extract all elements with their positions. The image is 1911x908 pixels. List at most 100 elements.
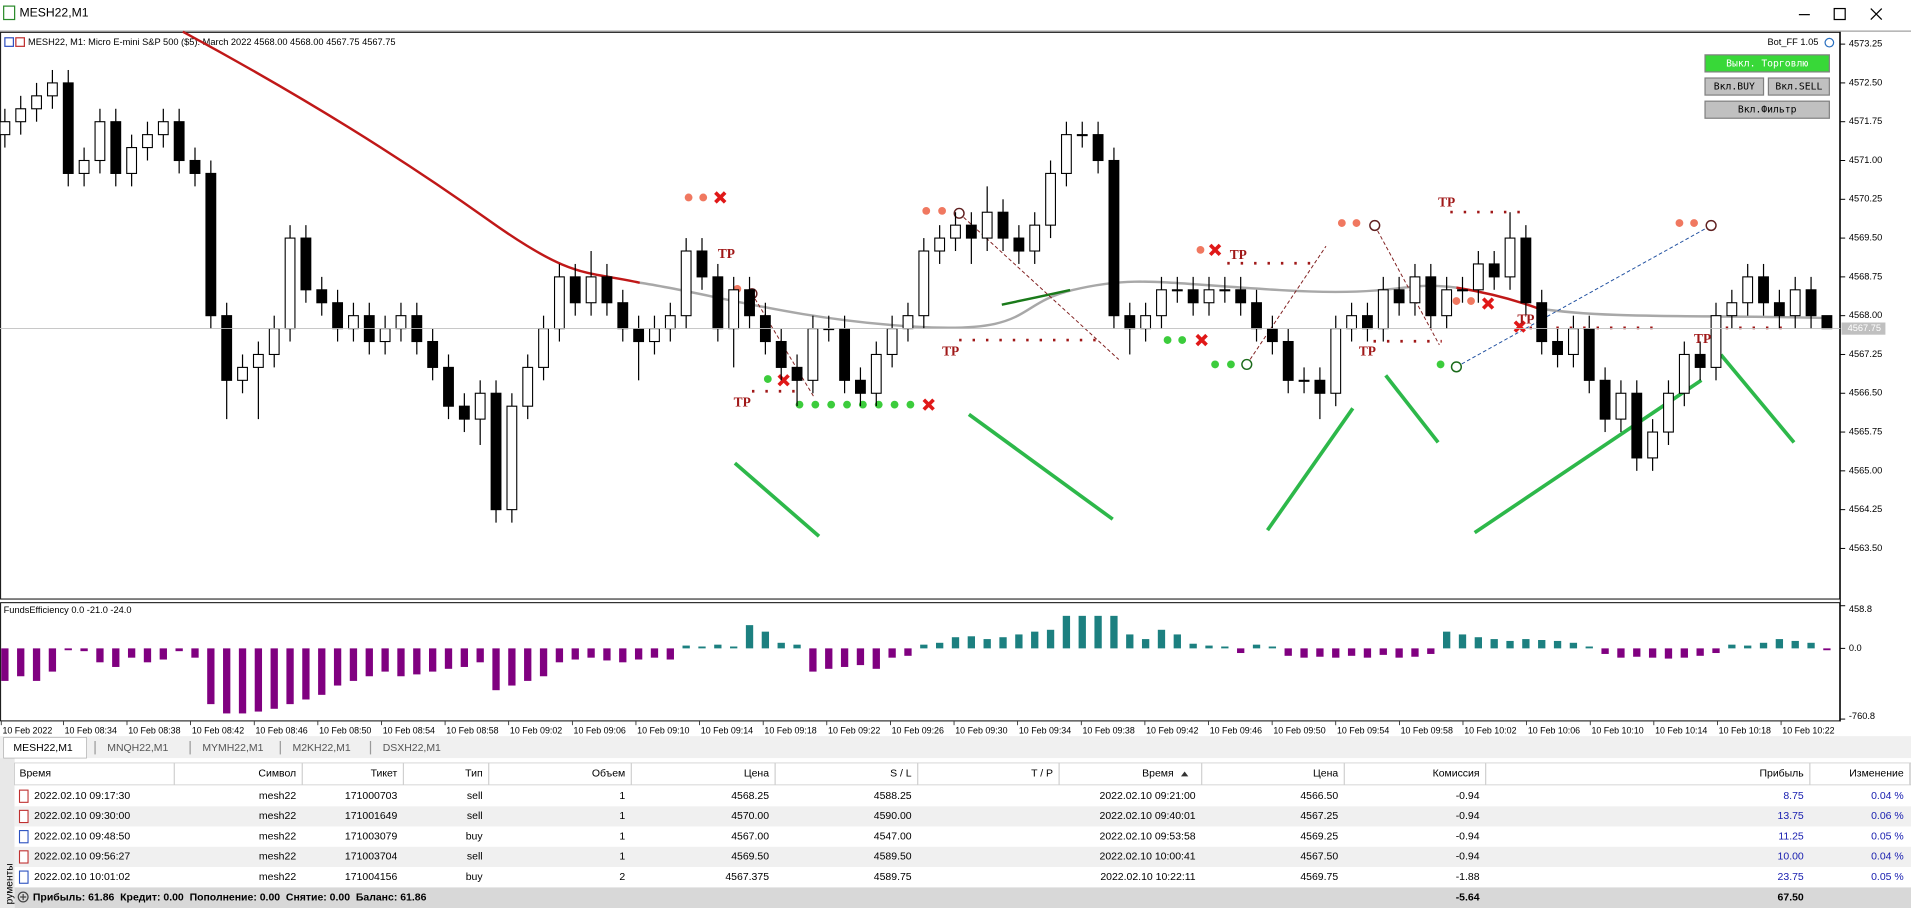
tab-active[interactable] [3,736,87,759]
tab[interactable]: MESH22,M1 [13,743,73,754]
table-cell: 1 [619,811,625,822]
histogram-bar [1300,648,1308,658]
column-header[interactable]: S / L [890,769,912,780]
histogram-bar [302,648,310,700]
table-row[interactable] [14,846,1911,868]
column-header[interactable]: Объем [592,768,625,780]
column-header[interactable]: T / P [1031,769,1053,780]
tab[interactable]: DSXH22,M1 [383,743,441,754]
table-cell: 23.75 [1778,872,1804,883]
histogram-bar [1728,644,1736,649]
trade-button-label[interactable]: Вкл.Фильтр [1738,105,1797,116]
candle-body [1583,328,1595,381]
histogram-bar [1474,637,1482,649]
histogram-bar [1744,645,1752,649]
table-row[interactable] [14,806,1911,827]
table-cell: 0.04 % [1871,852,1904,863]
close-button[interactable] [1870,8,1883,20]
table-cell: 171000703 [345,791,398,802]
trade-button-label[interactable]: Вкл.SELL [1775,82,1822,93]
table-cell: 8.75 [1783,791,1804,802]
trade-button[interactable] [1704,54,1830,73]
histogram-bar [761,631,770,649]
histogram-bar [1237,648,1245,654]
chart-header: MESH22, M1: Micro E-mini S&P 500 ($5): M… [28,37,395,47]
candle-body [62,82,74,174]
table-cell: 4570.00 [731,811,769,822]
table-cell: 2022.02.10 09:56:27 [34,852,130,863]
histogram-bar [444,648,453,669]
footer-summary: Прибыль: 61.86 Кредит: 0.00 Пополнение: … [33,891,427,903]
table-cell: mesh22 [259,872,296,883]
trade-button[interactable] [1767,77,1830,96]
expand-icon[interactable] [17,891,29,903]
histogram-bar [603,648,611,661]
histogram-bar [1775,639,1784,649]
histogram-bar [1680,648,1688,658]
entry-dots [684,193,1698,305]
table-cell: 2022.02.10 10:01:02 [34,872,130,883]
column-header[interactable]: Символ [258,769,296,780]
column-header[interactable]: Цена [1313,769,1338,780]
column-header[interactable]: Цена [744,769,769,780]
candle-body [1266,328,1278,343]
candle-body [94,121,106,162]
trade-button-label[interactable]: Вкл.BUY [1714,82,1755,93]
histogram-bar [809,648,817,672]
tab[interactable]: MNQH22,M1 [107,743,168,754]
histogram-bar [730,646,738,649]
trade-button[interactable] [1704,100,1830,119]
histogram-bar [1458,634,1467,649]
table-cell: 1 [619,791,625,802]
column-header[interactable]: Время [1142,769,1174,780]
table-cell: 4569.25 [1300,831,1338,842]
table-cell: 2022.02.10 10:00:41 [1100,852,1196,863]
table-cell: -0.94 [1456,831,1480,842]
candle-body [332,302,344,330]
histogram-bar [413,648,421,675]
x-tick-label: 10 Feb 09:58 [1401,726,1453,736]
column-header[interactable]: Тикет [371,769,398,780]
window-title: MESH22,M1 [20,6,89,20]
table-cell: 10.00 [1778,852,1804,863]
table-cell: sell [467,791,483,802]
candle-body [458,405,470,420]
x-tick-label: 10 Feb 09:54 [1337,726,1389,736]
table-row[interactable] [14,826,1911,847]
histogram-bar [1126,634,1134,649]
maximize-button[interactable] [1833,7,1846,21]
tab[interactable]: MYMH22,M1 [202,743,263,754]
histogram-bar [1347,648,1356,656]
histogram-bar [1046,629,1055,649]
histogram-bar [1601,648,1609,654]
tab[interactable]: M2KH22,M1 [293,743,351,754]
histogram-bar [967,636,975,649]
column-header[interactable]: Время [20,769,52,780]
table-cell: mesh22 [259,831,296,842]
column-header[interactable]: Тип [465,769,482,780]
column-header[interactable]: Комиссия [1433,769,1480,780]
column-header[interactable]: Прибыль [1759,768,1804,780]
histogram-bar [508,648,516,686]
trade-button-label[interactable]: Выкл. Торговлю [1726,58,1808,69]
histogram-bar [1094,615,1102,649]
table-cell: 0.05 % [1871,872,1904,883]
candle-body [1742,276,1754,304]
column-header[interactable]: Изменение [1849,769,1904,780]
y-tick-label: 458.8 [1849,604,1872,614]
table-row[interactable] [14,867,1911,888]
trade-button[interactable] [1704,77,1765,96]
histogram-bar [1823,648,1831,651]
histogram-bar [1807,642,1815,649]
candle-body [1694,353,1706,368]
candle-body [680,250,692,317]
histogram-bar [1363,648,1372,658]
table-row[interactable] [14,786,1911,807]
histogram-bar [270,648,278,709]
x-tick-label: 10 Feb 08:46 [255,726,307,736]
candle-body [744,289,755,317]
x-tick-label: 10 Feb 10:06 [1528,726,1580,736]
x-tick-label: 10 Feb 09:50 [1273,726,1325,736]
histogram-bar [223,648,231,714]
tp-label: TP [1359,343,1376,358]
